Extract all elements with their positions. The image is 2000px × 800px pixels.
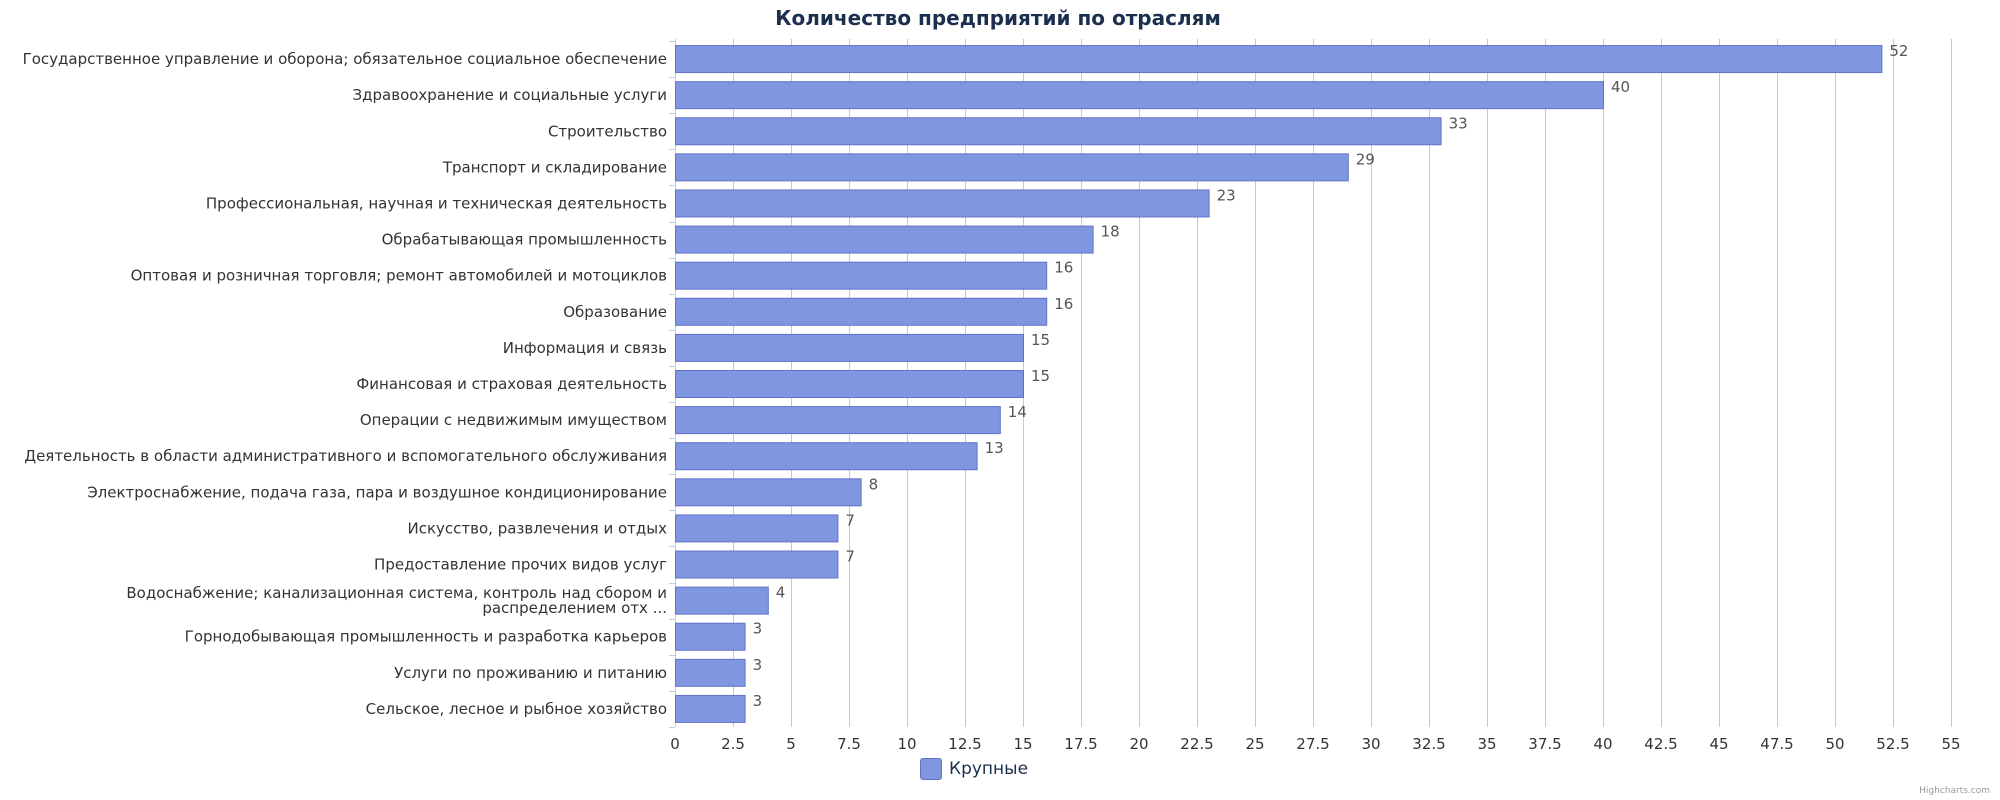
x-tick-label: 22.5 <box>1180 735 1213 753</box>
data-label: 15 <box>1031 331 1050 349</box>
x-tick-label: 25 <box>1245 735 1264 753</box>
bar <box>675 297 1048 326</box>
x-tick-label: 50 <box>1825 735 1844 753</box>
bar <box>675 333 1024 362</box>
category-label: Предоставление прочих видов услуг <box>374 556 667 574</box>
bar <box>675 694 746 723</box>
bar <box>675 406 1001 435</box>
category-label: Образование <box>563 303 667 321</box>
x-tick-label: 55 <box>1941 735 1960 753</box>
category-label: Профессиональная, научная и техническая … <box>206 194 667 212</box>
category-label: Горнодобывающая промышленность и разрабо… <box>185 628 667 646</box>
data-label: 15 <box>1031 367 1050 385</box>
x-tick-label: 10 <box>897 735 916 753</box>
x-tick-label: 45 <box>1709 735 1728 753</box>
chart-title: Количество предприятий по отраслям <box>775 6 1221 30</box>
category-label: Сельское, лесное и рыбное хозяйство <box>366 700 667 718</box>
x-tick-label: 5 <box>786 735 796 753</box>
bar <box>675 442 978 471</box>
bar <box>675 622 746 651</box>
data-label: 33 <box>1449 114 1468 132</box>
data-label: 4 <box>776 584 786 602</box>
bar <box>675 370 1024 398</box>
x-tick-label: 40 <box>1593 735 1612 753</box>
bar <box>675 225 1094 254</box>
category-label: Водоснабжение; канализационная система, … <box>126 584 667 617</box>
data-label: 16 <box>1054 259 1073 277</box>
x-tick-label: 27.5 <box>1296 735 1329 753</box>
data-label: 29 <box>1356 150 1375 168</box>
bar <box>675 586 769 615</box>
data-label: 13 <box>985 439 1004 457</box>
chart-title-wrap: Количество предприятий по отраслям <box>0 6 2000 30</box>
data-label: 3 <box>753 656 763 674</box>
category-label: Транспорт и складирование <box>442 158 667 176</box>
bar <box>675 153 1349 182</box>
data-label: 3 <box>753 692 763 710</box>
data-label: 14 <box>1008 403 1027 421</box>
bar <box>675 514 839 543</box>
category-label: Операции с недвижимым имуществом <box>360 411 667 429</box>
bar <box>675 478 862 507</box>
bar <box>675 117 1442 146</box>
x-tick-label: 35 <box>1477 735 1496 753</box>
x-tick-label: 17.5 <box>1064 735 1097 753</box>
x-tick-label: 15 <box>1013 735 1032 753</box>
category-label: Финансовая и страховая деятельность <box>356 375 667 393</box>
data-label: 23 <box>1217 186 1236 204</box>
bar <box>675 550 839 579</box>
x-tick-label: 30 <box>1361 735 1380 753</box>
x-tick-label: 0 <box>670 735 680 753</box>
x-tick-label: 37.5 <box>1528 735 1561 753</box>
x-tick-label: 2.5 <box>721 735 745 753</box>
legend-item-label[interactable]: Крупные <box>949 759 1029 779</box>
bar <box>675 261 1048 290</box>
x-tick-label: 52.5 <box>1876 735 1909 753</box>
bar <box>675 658 746 687</box>
category-label: Строительство <box>548 122 667 140</box>
data-label: 3 <box>753 620 763 638</box>
data-label: 16 <box>1054 295 1073 313</box>
data-label: 52 <box>1889 42 1908 60</box>
category-label: Оптовая и розничная торговля; ремонт авт… <box>131 267 667 285</box>
category-label: Государственное управление и оборона; об… <box>23 50 667 68</box>
bar <box>675 45 1883 74</box>
data-label: 8 <box>869 475 879 493</box>
category-label: Деятельность в области административного… <box>24 447 667 465</box>
x-tick-label: 12.5 <box>948 735 981 753</box>
legend[interactable]: Крупные <box>920 758 1028 780</box>
data-label: 7 <box>845 548 855 566</box>
category-label-line: Водоснабжение; канализационная система, … <box>126 584 667 602</box>
category-label: Услуги по проживанию и питанию <box>394 664 667 682</box>
category-label: Искусство, развлечения и отдых <box>408 519 668 537</box>
bar <box>675 81 1604 110</box>
x-tick-label: 32.5 <box>1412 735 1445 753</box>
category-label: Обрабатывающая промышленность <box>382 231 667 249</box>
category-label: Информация и связь <box>503 339 667 357</box>
x-tick-label: 47.5 <box>1760 735 1793 753</box>
category-label: Электроснабжение, подача газа, пара и во… <box>87 483 667 501</box>
data-label: 40 <box>1611 78 1630 96</box>
data-label: 18 <box>1101 223 1120 241</box>
data-label: 7 <box>845 511 855 529</box>
x-tick-label: 20 <box>1129 735 1148 753</box>
x-tick-label: 7.5 <box>837 735 861 753</box>
x-tick-label: 42.5 <box>1644 735 1677 753</box>
category-label-line: распределением отх ... <box>482 599 667 617</box>
credits-link[interactable]: Highcharts.com <box>1919 786 1990 796</box>
bar <box>675 189 1210 218</box>
legend-swatch[interactable] <box>920 758 942 780</box>
category-label: Здравоохранение и социальные услуги <box>353 86 667 104</box>
